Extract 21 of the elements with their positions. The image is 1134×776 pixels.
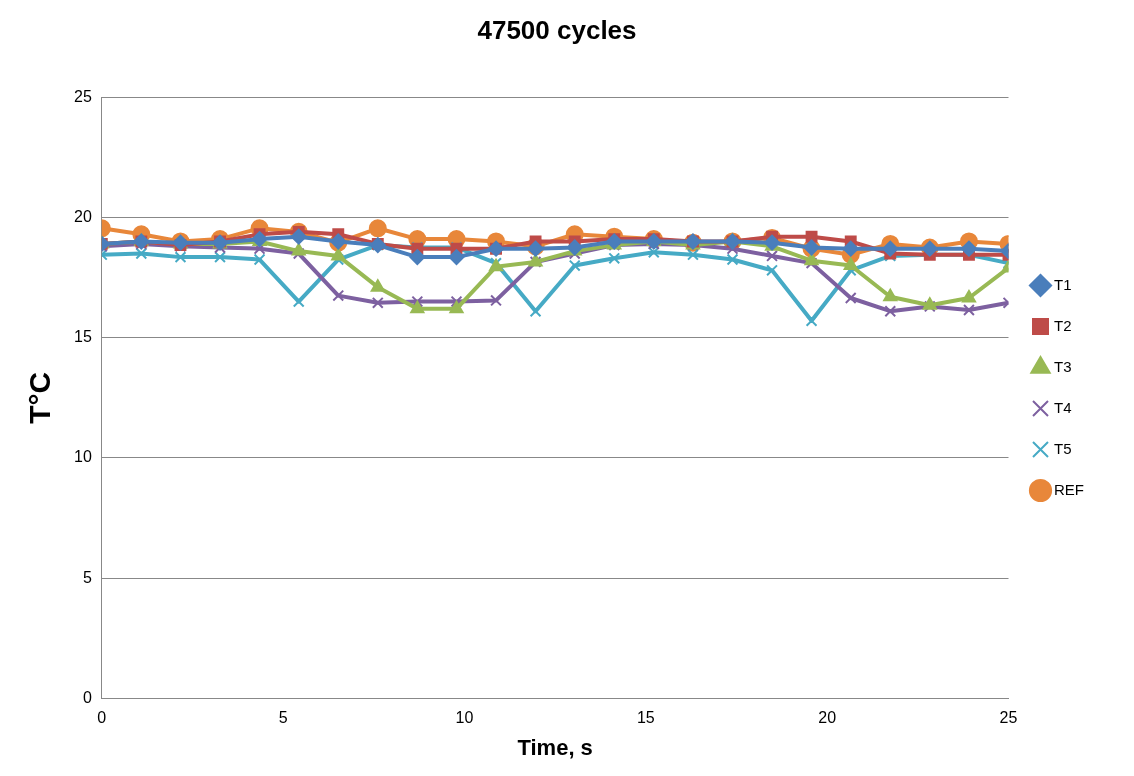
- legend-label: T3: [1054, 357, 1072, 375]
- x-tick-label: 10: [455, 709, 474, 727]
- x-tick-label: 0: [97, 709, 107, 727]
- y-tick-label: 15: [74, 328, 92, 346]
- y-axis-title: T°C: [23, 371, 57, 424]
- y-tick-label: 5: [82, 568, 92, 586]
- x-tick-label: 25: [999, 709, 1018, 727]
- legend-label: T4: [1054, 398, 1072, 416]
- legend-label: T1: [1054, 275, 1072, 293]
- y-tick-label: 10: [74, 448, 92, 466]
- x-tick-label: 15: [636, 709, 655, 727]
- x-tick-label: 5: [278, 709, 288, 727]
- legend-label: REF: [1054, 480, 1084, 498]
- y-tick-label: 20: [74, 207, 92, 225]
- y-tick-label: 0: [82, 688, 92, 706]
- legend-label: T2: [1054, 316, 1072, 334]
- legend-label: T5: [1054, 439, 1072, 457]
- y-tick-label: 25: [74, 87, 92, 105]
- chart-title: 47500 cycles: [477, 14, 637, 45]
- x-axis-title: Time, s: [517, 734, 593, 760]
- x-tick-label: 20: [818, 709, 837, 727]
